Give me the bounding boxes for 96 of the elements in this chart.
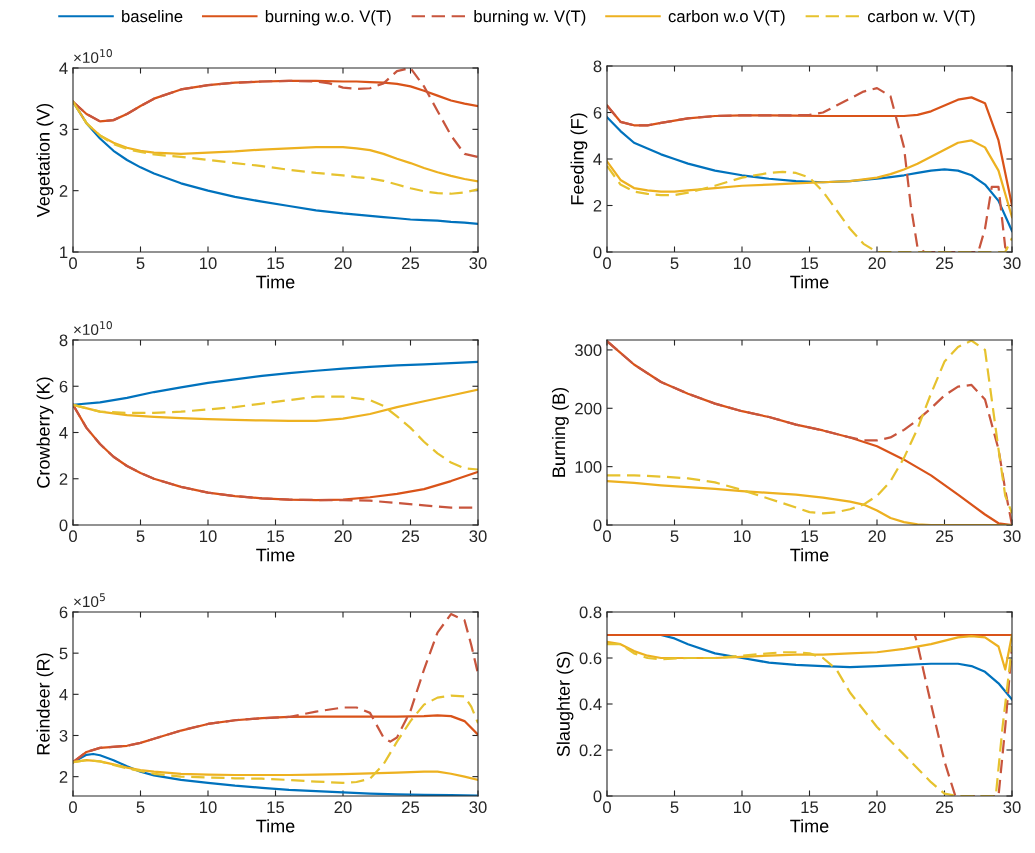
y-tick-label: 0 — [593, 246, 602, 259]
y-tick-label: 2 — [59, 771, 68, 783]
y-axis-title: Feeding (F) — [570, 113, 588, 205]
x-tick-label: 30 — [469, 257, 487, 270]
legend-label: burning w. V(T) — [474, 10, 586, 26]
x-tick-label: 5 — [136, 801, 145, 814]
x-tick-label: 15 — [267, 530, 285, 543]
legend-label: carbon w.o V(T) — [668, 10, 785, 26]
x-tick-label: 25 — [402, 257, 420, 270]
y-tick-label: 0 — [59, 519, 68, 532]
line-series — [73, 360, 478, 406]
line-series — [73, 694, 478, 784]
x-tick-label: 15 — [801, 530, 819, 543]
y-tick-label: 1 — [60, 246, 68, 259]
x-tick-label: 25 — [402, 530, 420, 543]
y-tick-label: 0.4 — [579, 698, 602, 711]
x-tick-label: 5 — [670, 257, 679, 270]
x-tick-label: 15 — [267, 801, 285, 814]
x-tick-label: 20 — [868, 530, 886, 543]
x-tick-label: 10 — [200, 530, 217, 543]
x-tick-label: 0 — [603, 801, 611, 814]
y-tick-label: 0.8 — [579, 606, 602, 619]
y-axis-title: Vegetation (V) — [36, 103, 54, 218]
x-tick-label: 5 — [136, 530, 145, 543]
x-tick-label: 30 — [1003, 530, 1021, 543]
x-tick-label: 10 — [734, 801, 751, 814]
x-axis-title: Time — [256, 819, 295, 833]
y-axis-title: Slaughter (S) — [556, 651, 574, 757]
y-tick-label: 4 — [593, 153, 602, 166]
x-axis-title: Time — [256, 548, 295, 562]
y-tick-label: 4 — [59, 62, 68, 75]
x-tick-label: 30 — [469, 801, 487, 814]
line-series — [73, 395, 478, 471]
y-tick-label: 8 — [593, 60, 602, 73]
y-tick-label: 300 — [574, 344, 602, 357]
x-axis-title: Time — [256, 275, 295, 289]
y-tick-label: 2 — [59, 473, 68, 485]
x-axis-title: Time — [790, 819, 829, 833]
y-axis-title: Crowberry (K) — [36, 377, 54, 488]
line-series — [607, 633, 1012, 671]
y-tick-label: 6 — [593, 106, 602, 119]
y-tick-label: 0.2 — [579, 744, 602, 757]
x-tick-label: 30 — [469, 530, 487, 543]
line-series — [607, 139, 1012, 219]
y-tick-label: 2 — [593, 199, 602, 212]
x-tick-label: 20 — [868, 257, 886, 270]
x-tick-label: 0 — [69, 257, 77, 270]
y-tick-label: 0.6 — [579, 652, 602, 665]
legend-label: carbon w. V(T) — [868, 10, 975, 26]
x-tick-label: 5 — [670, 801, 679, 814]
x-axis-title: Time — [790, 275, 829, 289]
x-tick-label: 10 — [734, 530, 751, 543]
x-tick-label: 25 — [402, 801, 420, 814]
y-tick-label: 6 — [59, 380, 68, 393]
legend-label: burning w.o. V(T) — [265, 10, 391, 26]
x-tick-label: 10 — [734, 257, 751, 270]
x-tick-label: 25 — [936, 801, 954, 814]
x-tick-label: 10 — [200, 257, 217, 270]
y-tick-label: 0 — [593, 519, 602, 532]
legend-label: baseline — [122, 10, 183, 23]
x-tick-label: 5 — [136, 257, 145, 270]
y-axis-title: Reindeer (R) — [36, 653, 54, 755]
y-tick-label: 2 — [59, 185, 68, 197]
x-tick-label: 25 — [936, 257, 954, 270]
text: ×10$^{10}$ — [74, 49, 112, 64]
x-tick-label: 5 — [670, 530, 679, 543]
x-tick-label: 0 — [603, 530, 611, 543]
y-tick-label: 3 — [59, 729, 68, 742]
x-tick-label: 20 — [334, 530, 352, 543]
x-tick-label: 25 — [936, 530, 954, 543]
x-tick-label: 20 — [334, 257, 352, 270]
x-tick-label: 20 — [868, 801, 886, 814]
text: ×10$^{5}$ — [74, 593, 105, 608]
y-tick-label: 200 — [575, 402, 602, 415]
x-tick-label: 30 — [1003, 257, 1021, 270]
x-tick-label: 15 — [801, 801, 819, 814]
x-tick-label: 0 — [69, 801, 77, 814]
y-tick-label: 6 — [59, 606, 68, 619]
y-tick-label: 100 — [575, 461, 602, 473]
text: ×10$^{10}$ — [74, 321, 112, 336]
x-tick-label: 0 — [603, 257, 611, 270]
y-tick-label: 3 — [59, 123, 68, 136]
x-tick-label: 15 — [801, 257, 819, 270]
y-tick-label: 4 — [59, 427, 68, 439]
y-tick-label: 0 — [593, 790, 602, 803]
y-tick-label: 5 — [59, 647, 68, 660]
x-tick-label: 0 — [69, 530, 77, 543]
y-axis-title: Burning (B) — [551, 387, 569, 477]
x-tick-label: 15 — [267, 257, 285, 270]
y-tick-label: 4 — [59, 688, 68, 701]
x-tick-label: 20 — [334, 801, 352, 814]
y-tick-label: 8 — [59, 334, 68, 347]
x-tick-label: 10 — [200, 801, 217, 814]
line-series — [607, 116, 1012, 233]
x-axis-title: Time — [790, 548, 829, 562]
x-tick-label: 30 — [1003, 801, 1021, 814]
